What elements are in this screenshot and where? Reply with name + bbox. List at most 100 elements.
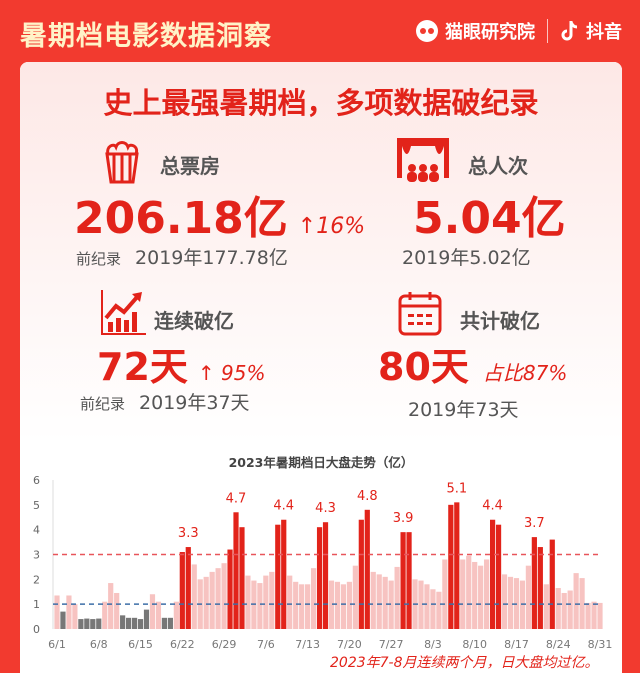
bar-8/21 [537,547,543,629]
bar-7/18 [334,581,341,629]
bar-8/25 [561,592,567,629]
bar-6/10 [108,583,114,629]
bar-7/13 [305,584,311,629]
x-tick-label: 7/13 [295,638,320,651]
bar-7/6 [263,575,269,629]
x-tick-label: 6/1 [48,638,66,651]
bar-8/29 [585,602,591,629]
theater-audience-icon [397,138,449,182]
bar-8/31 [597,602,603,629]
bar-6/4 [72,604,78,629]
bar-7/22 [358,519,364,629]
bar-8/1 [418,580,424,629]
bar-7/19 [340,584,347,629]
prev-record-label: 前纪录 [76,250,122,268]
bar-8/19 [525,565,531,629]
rising-chart-icon [101,290,146,335]
x-tick-label: 7/27 [379,638,404,651]
x-tick-label: 8/17 [504,638,529,651]
bar-6/8 [96,618,102,629]
bar-7/17 [328,580,335,629]
bar-7/15 [316,527,323,629]
x-tick-label: 6/8 [90,638,108,651]
data-label: 4.4 [273,499,294,514]
brand-maoyan: 猫眼研究院 [445,22,535,43]
bar-8/13 [489,519,496,629]
data-label: 4.4 [482,499,503,514]
data-label: 3.9 [393,511,414,526]
stat-value: 206.18亿 [74,193,288,244]
x-tick-label: 6/29 [212,638,237,651]
bar-8/11 [478,565,484,629]
y-tick-label: 1 [33,598,40,611]
data-label: 4.7 [226,491,247,506]
maoyan-cat-icon [416,20,438,42]
data-label: 4.3 [315,501,336,516]
bar-8/8 [460,559,466,629]
bar-8/23 [549,539,555,629]
bar-7/26 [382,576,388,629]
chart-footnote: 2023年7-8月连续两个月，日大盘均过亿。 [330,655,599,671]
bar-8/16 [507,576,514,629]
bar-7/5 [257,583,263,629]
y-tick-label: 0 [33,623,40,636]
bar-6/6 [84,618,90,629]
bar-8/10 [472,561,478,629]
bar-6/19 [161,617,168,629]
bar-8/14 [495,524,502,629]
bar-8/15 [501,574,508,629]
stat-label: 共计破亿 [460,309,540,333]
x-tick-label: 7/6 [257,638,275,651]
bar-6/1 [54,595,60,629]
data-label: 4.8 [357,489,378,504]
bar-6/20 [167,617,173,629]
bar-6/29 [221,563,227,629]
bar-6/23 [185,547,191,629]
bar-8/30 [591,601,597,629]
page-title: 暑期档电影数据洞察 [20,21,272,52]
y-tick-label: 5 [33,499,40,512]
bar-6/12 [120,615,126,629]
bar-6/21 [173,601,179,629]
bar-7/7 [269,571,275,629]
stat-prev: 2019年73天 [408,399,519,421]
bar-8/3 [430,589,436,629]
bar-6/22 [179,552,185,629]
brand-douyin: 抖音 [586,22,622,43]
data-label: 3.7 [524,516,545,531]
bar-7/25 [376,574,382,629]
bar-8/12 [484,559,490,629]
bar-6/9 [102,601,108,629]
bar-6/14 [131,617,138,629]
headline: 史上最强暑期档，多项数据破纪录 [103,86,539,120]
stats-panel [20,62,622,442]
stat-label: 连续破亿 [154,309,234,333]
brand-logos: 猫眼研究院 抖音 [415,18,622,44]
stat-value: 80天 [378,345,469,389]
bar-6/26 [203,576,209,629]
chart-title: 2023年暑期档日大盘走势（亿） [228,455,414,470]
bar-6/13 [126,617,132,629]
bar-7/27 [388,580,394,629]
bar-7/12 [299,584,305,629]
bar-8/9 [466,555,472,629]
bar-6/15 [137,619,144,629]
data-label: 3.3 [178,526,199,541]
stat-prev: 2019年177.78亿 [135,247,288,269]
bar-8/26 [567,590,573,629]
bar-7/1 [233,512,239,629]
bar-8/4 [436,591,442,629]
bar-7/29 [400,532,406,629]
bar-8/24 [555,588,561,629]
douyin-icon [561,21,578,41]
stat-prev: 2019年37天 [139,392,250,414]
bar-8/22 [543,584,549,629]
y-tick-label: 6 [33,474,40,487]
x-tick-label: 6/15 [128,638,153,651]
bar-7/20 [346,581,352,629]
bar-6/27 [209,571,215,629]
stat-prev: 2019年5.02亿 [402,247,531,269]
stat-label: 总人次 [468,154,528,178]
stat-value: 72天 [97,345,188,389]
